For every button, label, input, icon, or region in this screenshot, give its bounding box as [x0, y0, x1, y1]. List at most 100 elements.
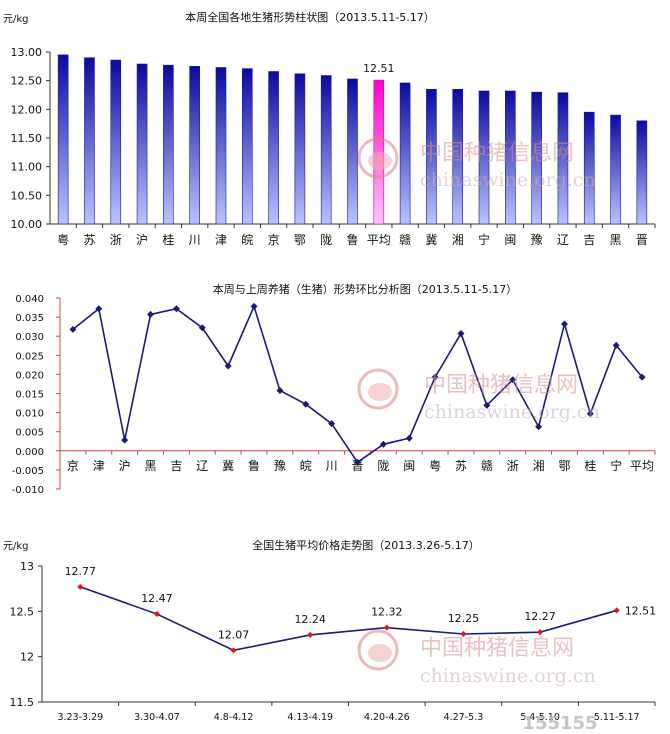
- bar: [241, 68, 253, 225]
- ratio-data-point: [483, 401, 491, 409]
- y-tick-label: -0.005: [12, 466, 44, 477]
- y-tick-label: 10.50: [11, 189, 43, 202]
- ratio-chart-title: 本周与上周养猪（生猪）形势环比分析图（2013.5.11-5.17）: [213, 282, 517, 296]
- x-tick-label: 赣: [399, 233, 411, 247]
- x-tick-label: 川: [326, 459, 338, 473]
- x-tick-label: 皖: [241, 233, 253, 247]
- x-tick-label: 苏: [455, 459, 467, 473]
- y-tick-label: 0.035: [15, 313, 44, 324]
- y-tick-label: 12: [20, 651, 34, 664]
- x-tick-label: 平均: [630, 459, 654, 473]
- watermark-3: 中国种猪信息网 chinaswine.org.cn: [357, 629, 596, 687]
- bar-chart-data-labels: 12.51: [363, 62, 395, 75]
- bar-chart-ylabel: 元/kg: [3, 14, 29, 25]
- bar: [636, 120, 648, 225]
- footer-logo: 155155: [522, 713, 597, 734]
- x-tick-label: 京: [67, 459, 79, 473]
- x-tick-label: 辽: [557, 233, 569, 247]
- x-tick-label: 4.8-4.12: [214, 712, 254, 723]
- ratio-data-point: [431, 373, 439, 381]
- x-tick-label: 浙: [110, 233, 122, 247]
- x-tick-label: 宁: [610, 458, 622, 473]
- x-tick-label: 辽: [196, 459, 208, 473]
- x-tick-label: 5.11-5.17: [594, 712, 640, 723]
- y-tick-label: 0.000: [15, 447, 44, 458]
- trend-data-label: 12.24: [294, 613, 326, 626]
- pig-logo-icon: [357, 629, 399, 671]
- pig-logo-icon: [357, 368, 399, 410]
- x-tick-label: 黑: [145, 459, 157, 473]
- ratio-data-point: [457, 330, 465, 338]
- ratio-chart-series: [69, 302, 646, 466]
- x-tick-label: 晋: [636, 233, 648, 247]
- x-tick-label: 鄂: [558, 459, 570, 473]
- y-tick-label: -0.010: [12, 485, 44, 496]
- x-tick-label: 4.13-4.19: [287, 712, 333, 723]
- watermark-cn-text: 中国种猪信息网: [424, 373, 578, 398]
- x-tick-label: 桂: [584, 458, 596, 473]
- trend-series-line: [80, 586, 617, 652]
- x-tick-label: 浙: [507, 459, 519, 473]
- ratio-data-point: [121, 436, 129, 444]
- y-tick-label: 0.025: [15, 351, 44, 362]
- y-tick-label: 0.015: [15, 390, 44, 401]
- bar-chart-axes: 13.00 12.50 12.00 11.50 11.00 10.50 10.00 粤苏 浙沪桂…: [11, 46, 656, 247]
- ratio-data-point: [147, 310, 155, 318]
- ratio-data-point: [586, 410, 594, 418]
- y-tick-label: 0.040: [15, 294, 44, 305]
- ratio-data-point: [509, 376, 517, 384]
- x-tick-label: 湘: [452, 232, 464, 247]
- ratio-data-point: [198, 324, 206, 332]
- bar: [583, 111, 595, 225]
- bar-chart: 本周全国各地生猪形势柱状图（2013.5.11-5.17） 元/kg 13.00…: [3, 10, 656, 247]
- bar: [347, 78, 358, 225]
- y-tick-label: 12.50: [11, 75, 43, 88]
- ratio-data-point: [172, 305, 180, 313]
- x-tick-label: 津: [215, 233, 227, 247]
- y-tick-label: 0.030: [15, 332, 44, 343]
- trend-data-point: [153, 611, 160, 618]
- x-tick-label: 鲁: [346, 233, 358, 247]
- ratio-data-point: [354, 458, 361, 466]
- bar: [189, 66, 200, 225]
- ratio-chart-axes: 0.040 0.035 0.030 0.025 0.020 0.015 0.010 0.005…: [12, 294, 656, 496]
- x-tick-label: 赣: [481, 459, 493, 473]
- trend-chart-series: 12.77 12.47 12.07 12.24 12.32 12.25 12.27 12.51: [65, 565, 657, 654]
- ratio-data-point: [560, 320, 568, 328]
- x-tick-label: 陇: [320, 232, 332, 247]
- bar: [294, 73, 306, 225]
- x-tick-label: 津: [93, 459, 105, 473]
- ratio-data-point: [612, 341, 620, 349]
- x-tick-label: 3.30-4.07: [134, 712, 180, 723]
- x-tick-label: 5.4-5.10: [520, 712, 560, 723]
- x-tick-label: 苏: [83, 233, 95, 247]
- trend-data-point: [307, 631, 314, 638]
- x-tick-label: 吉: [170, 459, 182, 473]
- x-tick-label: 皖: [300, 459, 312, 473]
- y-tick-label: 11.50: [11, 132, 43, 145]
- ratio-data-point: [379, 440, 387, 448]
- x-tick-label: 川: [189, 233, 201, 247]
- x-tick-label: 京: [268, 233, 280, 247]
- trend-chart-axes: 13 12.5 12 11.5 3.23-3.29 3.30-4.07 4.8-4.12 4.…: [10, 560, 656, 723]
- trend-data-label: 12.47: [141, 592, 173, 605]
- bar: [268, 71, 279, 225]
- trend-data-label: 12.25: [448, 612, 480, 625]
- trend-data-label: 12.51: [625, 604, 657, 617]
- x-tick-label: 冀: [222, 459, 234, 473]
- watermark-en-text: chinaswine.org.cn: [424, 401, 600, 423]
- trend-data-point: [230, 647, 237, 654]
- bar: [452, 88, 464, 225]
- ratio-data-point: [405, 434, 413, 442]
- bar: [163, 64, 174, 225]
- x-tick-label: 闽: [403, 459, 415, 473]
- watermark-1: 中国种猪信息网 chinaswine.org.cn: [357, 137, 596, 191]
- ratio-line-chart: 本周与上周养猪（生猪）形势环比分析图（2013.5.11-5.17） 0.040…: [12, 282, 656, 496]
- x-tick-label: 豫: [531, 233, 543, 247]
- x-tick-label: 粤: [57, 232, 69, 247]
- ratio-data-point: [276, 386, 284, 394]
- x-tick-label: 桂: [162, 232, 174, 247]
- ratio-data-point: [69, 325, 77, 333]
- x-tick-label: 鲁: [248, 459, 260, 473]
- y-tick-label: 11.5: [10, 696, 35, 709]
